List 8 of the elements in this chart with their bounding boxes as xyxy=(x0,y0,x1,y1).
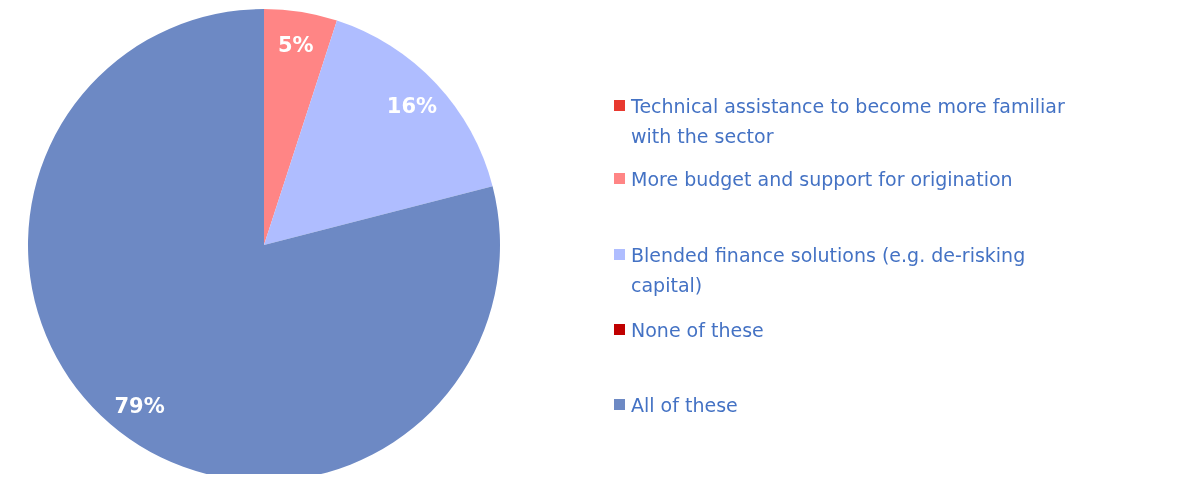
legend-label: More budget and support for origination xyxy=(631,167,1013,190)
legend-label: None of these xyxy=(631,318,764,341)
legend-label: All of these xyxy=(631,393,738,416)
data-label: 5% xyxy=(277,32,314,57)
data-label: 79% xyxy=(114,393,165,418)
legend-label: Technical assistance to become more familiar with the sector xyxy=(630,94,1065,148)
legend-label: Blended finance solutions (e.g. de-risking capital) xyxy=(631,243,1026,297)
data-label: 16% xyxy=(386,94,438,119)
